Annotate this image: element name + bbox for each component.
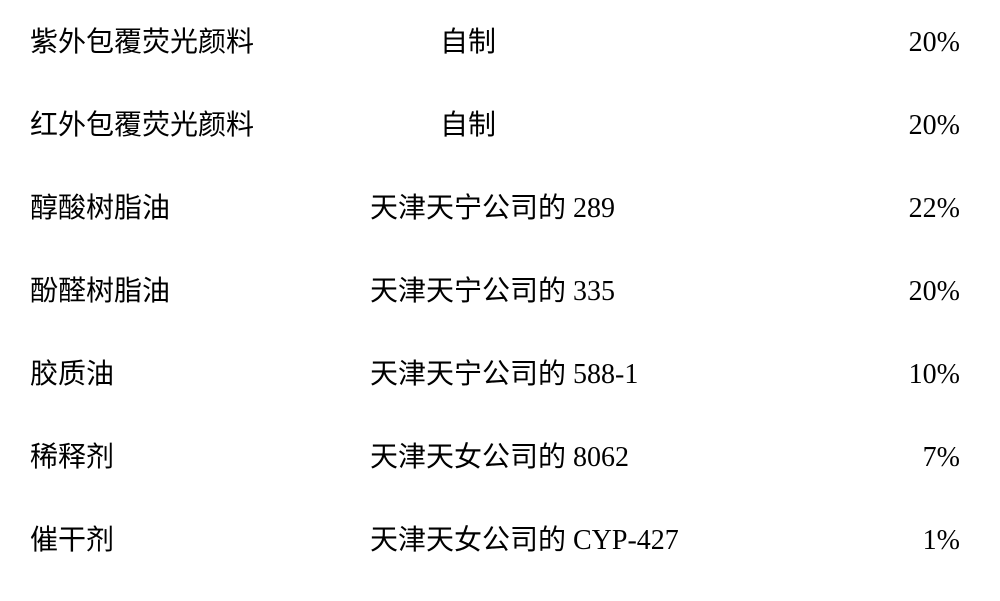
- ingredient-name: 红外包覆荧光颜料: [30, 103, 310, 143]
- ingredient-percent: 20%: [790, 110, 970, 142]
- ingredient-name: 醇酸树脂油: [30, 186, 310, 226]
- ingredient-source: 天津天宁公司的 335: [310, 269, 790, 309]
- table-row: 醇酸树脂油 天津天宁公司的 289 22%: [30, 186, 970, 269]
- ingredient-source: 天津天女公司的 8062: [310, 435, 790, 475]
- ingredients-table: 紫外包覆荧光颜料 自制 20% 红外包覆荧光颜料 自制 20% 醇酸树脂油 天津…: [30, 20, 970, 601]
- ingredient-source: 自制: [310, 103, 790, 143]
- ingredient-percent: 7%: [790, 442, 970, 474]
- table-row: 紫外包覆荧光颜料 自制 20%: [30, 20, 970, 103]
- ingredient-source: 天津天宁公司的 588-1: [310, 352, 790, 392]
- table-row: 胶质油 天津天宁公司的 588-1 10%: [30, 352, 970, 435]
- ingredient-percent: 22%: [790, 193, 970, 225]
- ingredient-source: 天津天女公司的 CYP-427: [310, 518, 790, 558]
- ingredient-name: 稀释剂: [30, 435, 310, 475]
- ingredient-percent: 10%: [790, 359, 970, 391]
- table-row: 稀释剂 天津天女公司的 8062 7%: [30, 435, 970, 518]
- ingredient-percent: 1%: [790, 525, 970, 557]
- ingredient-name: 紫外包覆荧光颜料: [30, 20, 310, 60]
- table-row: 酚醛树脂油 天津天宁公司的 335 20%: [30, 269, 970, 352]
- ingredient-name: 酚醛树脂油: [30, 269, 310, 309]
- table-row: 红外包覆荧光颜料 自制 20%: [30, 103, 970, 186]
- ingredient-name: 胶质油: [30, 352, 310, 392]
- ingredient-percent: 20%: [790, 27, 970, 59]
- ingredient-source: 天津天宁公司的 289: [310, 186, 790, 226]
- ingredient-percent: 20%: [790, 276, 970, 308]
- ingredient-source: 自制: [310, 20, 790, 60]
- table-row: 催干剂 天津天女公司的 CYP-427 1%: [30, 518, 970, 601]
- ingredient-name: 催干剂: [30, 518, 310, 558]
